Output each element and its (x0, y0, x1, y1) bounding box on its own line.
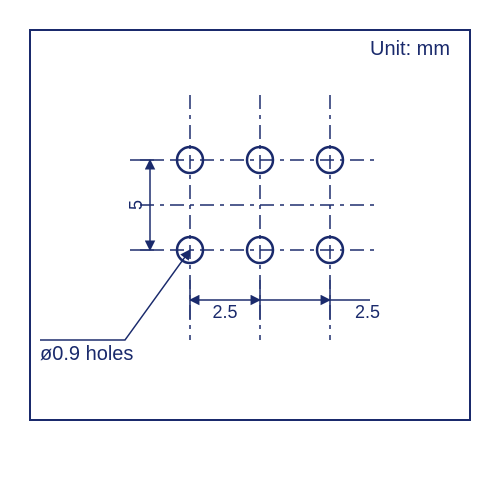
dim-h-left-value: 2.5 (212, 302, 237, 322)
unit-label: Unit: mm (370, 38, 450, 61)
drawing-svg: 5 2.5 2.5 (0, 0, 500, 500)
hole-label: ø0.9 holes (40, 343, 133, 366)
dim-vertical-value: 5 (126, 200, 146, 210)
drawing-container: 5 2.5 2.5 Unit: mm ø0.9 holes (0, 0, 500, 500)
dim-h-right-value: 2.5 (355, 302, 380, 322)
leader-line (40, 250, 190, 340)
